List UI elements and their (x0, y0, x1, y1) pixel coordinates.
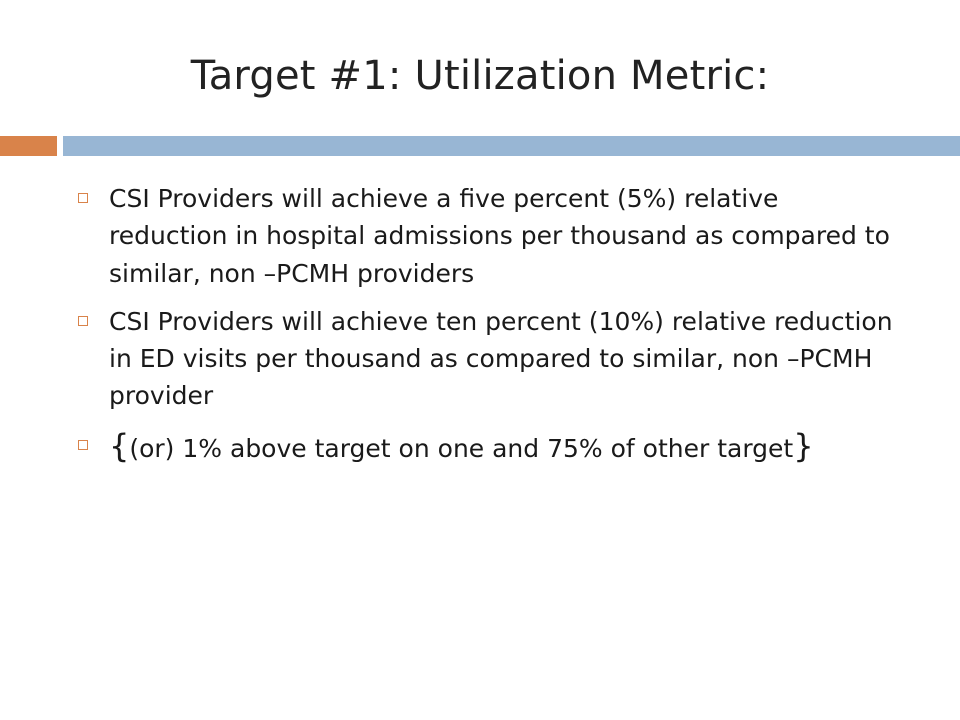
bullet-text: CSI Providers will achieve a five percen… (109, 184, 890, 288)
bullet-text: (or) 1% above target on one and 75% of o… (129, 433, 794, 463)
slide-title: Target #1: Utilization Metric: (190, 53, 770, 99)
accent-bar-right (63, 136, 960, 156)
bullet-item-alternative-target: {(or) 1% above target on one and 75% of … (78, 423, 898, 472)
bullet-text: CSI Providers will achieve ten percent (… (109, 306, 893, 411)
open-brace: { (109, 426, 130, 465)
bullet-list: CSI Providers will achieve a five percen… (78, 180, 898, 483)
square-bullet-icon (78, 193, 88, 203)
close-brace: } (793, 426, 814, 465)
bullet-item-admissions: CSI Providers will achieve a five percen… (78, 180, 898, 292)
square-bullet-icon (78, 439, 88, 450)
square-bullet-icon (78, 315, 88, 326)
bullet-item-ed-visits: CSI Providers will achieve ten percent (… (78, 303, 898, 415)
accent-bar-left (0, 136, 57, 156)
